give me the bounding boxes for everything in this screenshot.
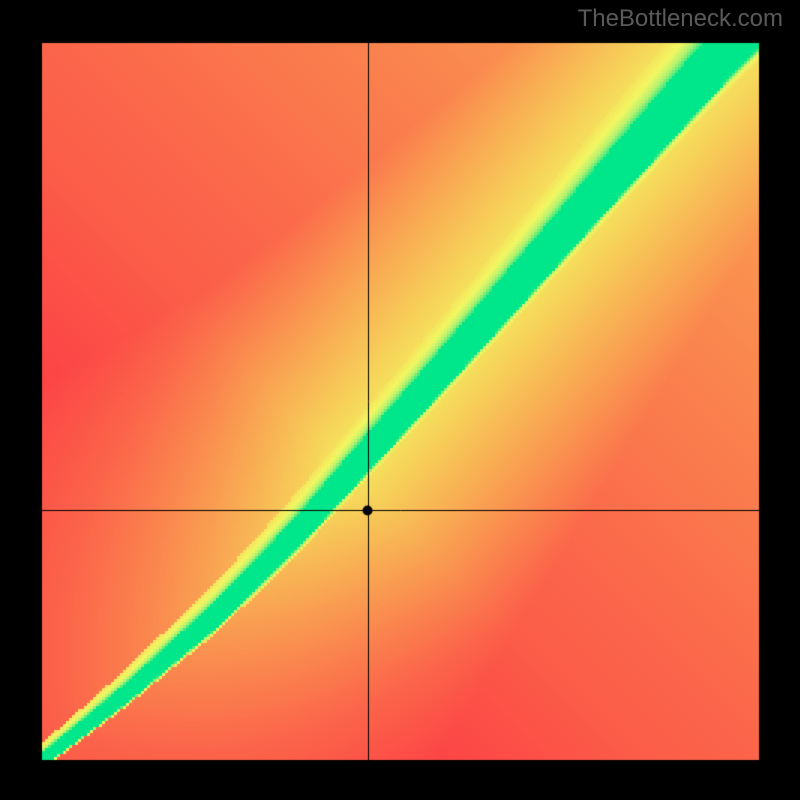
bottleneck-heatmap — [0, 0, 800, 800]
watermark-text: TheBottleneck.com — [578, 5, 783, 33]
chart-root: { "watermark": { "text": "TheBottleneck.… — [0, 0, 800, 800]
